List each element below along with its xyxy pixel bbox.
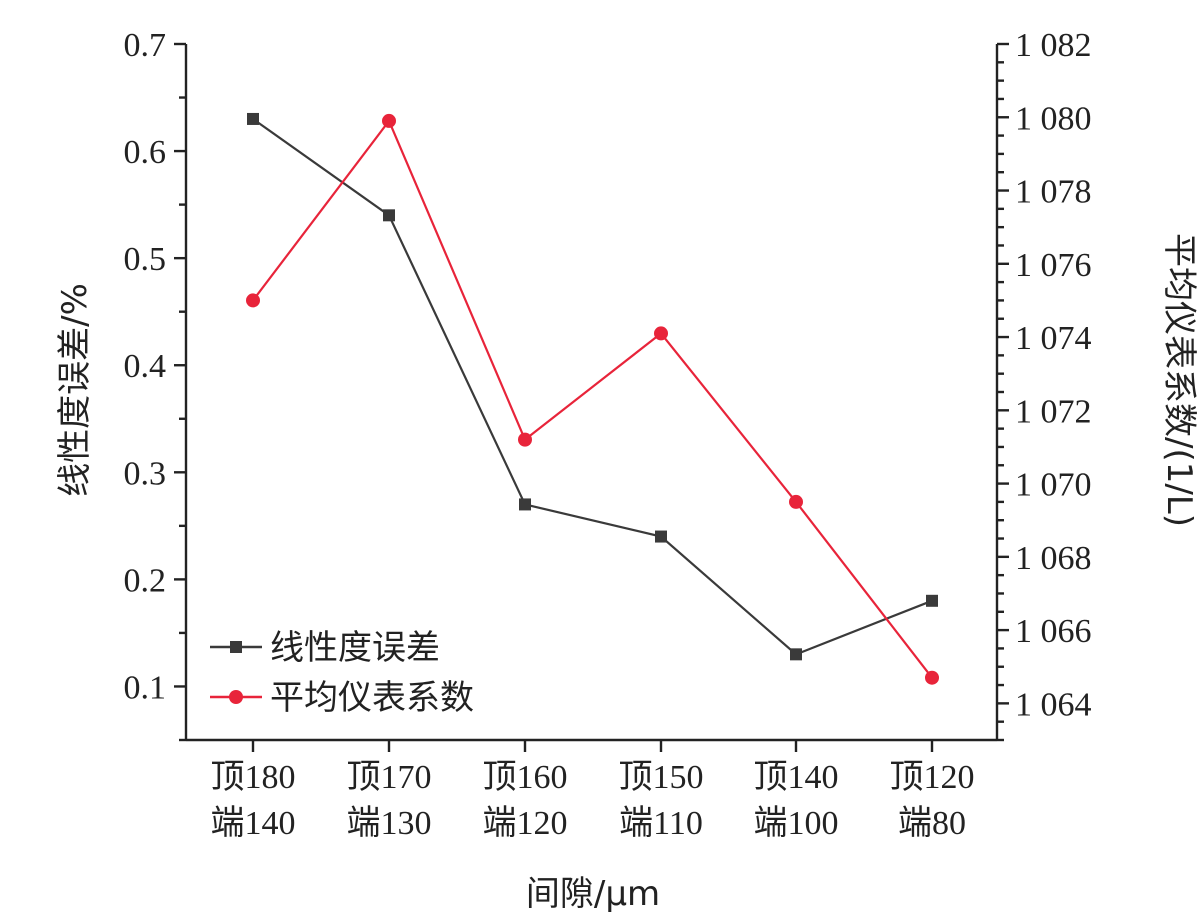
y-right-axis-title: 平均仪表系数/(1/L) (1159, 233, 1199, 527)
y-left-tick-label: 0.7 (124, 27, 167, 64)
y-left-tick-label: 0.2 (124, 562, 167, 599)
series-line-2 (252, 118, 933, 679)
y-left-tick-label: 0.3 (124, 455, 167, 492)
series-1-point (247, 112, 259, 125)
y-right-tick-label: 1 082 (1015, 27, 1092, 64)
series-2-point (654, 326, 668, 341)
y-right-tick-label: 1 072 (1015, 393, 1092, 430)
y-right-tick-label: 1 066 (1015, 613, 1092, 650)
x-tick-label-line1: 顶140 (754, 759, 839, 796)
y-right-tick-label: 1 068 (1015, 540, 1092, 577)
legend-label-2: 平均仪表系数 (270, 678, 474, 718)
x-tick-label-line1: 顶120 (890, 759, 975, 796)
axes: 0.1 0.2 0.3 0.4 0.5 0.6 0.7 1 064 1 066 1 068 1 07… (124, 27, 1092, 842)
y-left-tick-label: 0.5 (124, 241, 167, 278)
y-right-tick-label: 1 076 (1015, 247, 1092, 284)
x-tick-label-line2: 端140 (211, 805, 296, 842)
legend-marker-1 (230, 641, 242, 653)
y-left-tick-label: 0.6 (124, 134, 167, 171)
x-tick-label-line1: 顶160 (483, 759, 568, 796)
x-axis-title: 间隙/μm (526, 874, 660, 914)
y-right-tick-label: 1 074 (1015, 320, 1092, 357)
series-1-point (790, 648, 802, 661)
x-tick-label-line2: 端80 (898, 805, 966, 842)
series-1-point (655, 530, 667, 543)
x-tick-label-line2: 端130 (347, 805, 432, 842)
series-1-point (926, 594, 938, 607)
series-layer (246, 112, 939, 685)
x-tick-label-line1: 顶170 (347, 759, 432, 796)
series-2-point (789, 494, 803, 509)
series-1-point (383, 209, 395, 222)
x-tick-label-line1: 顶150 (619, 759, 704, 796)
y-left-tick-label: 0.4 (124, 348, 167, 385)
series-2-point (518, 432, 532, 447)
y-right-tick-label: 1 064 (1015, 686, 1092, 723)
x-tick-label-line2: 端120 (483, 805, 568, 842)
x-tick-label-line2: 端100 (754, 805, 839, 842)
legend-marker-2 (229, 690, 243, 704)
series-line-1 (252, 118, 933, 656)
y-right-tick-label: 1 078 (1015, 174, 1092, 211)
y-left-axis-title: 线性度误差/% (55, 283, 95, 497)
x-tick-label-line2: 端110 (619, 805, 703, 842)
x-tick-label-line1: 顶180 (211, 759, 296, 796)
series-1-point (519, 498, 531, 511)
series-2-point (246, 293, 260, 308)
y-left-tick-label: 0.1 (124, 669, 167, 706)
y-right-tick-label: 1 070 (1015, 467, 1092, 504)
series-2-point (382, 113, 396, 128)
y-right-tick-label: 1 080 (1015, 100, 1092, 137)
legend-label-1: 线性度误差 (270, 628, 440, 668)
series-2-point (925, 670, 939, 685)
